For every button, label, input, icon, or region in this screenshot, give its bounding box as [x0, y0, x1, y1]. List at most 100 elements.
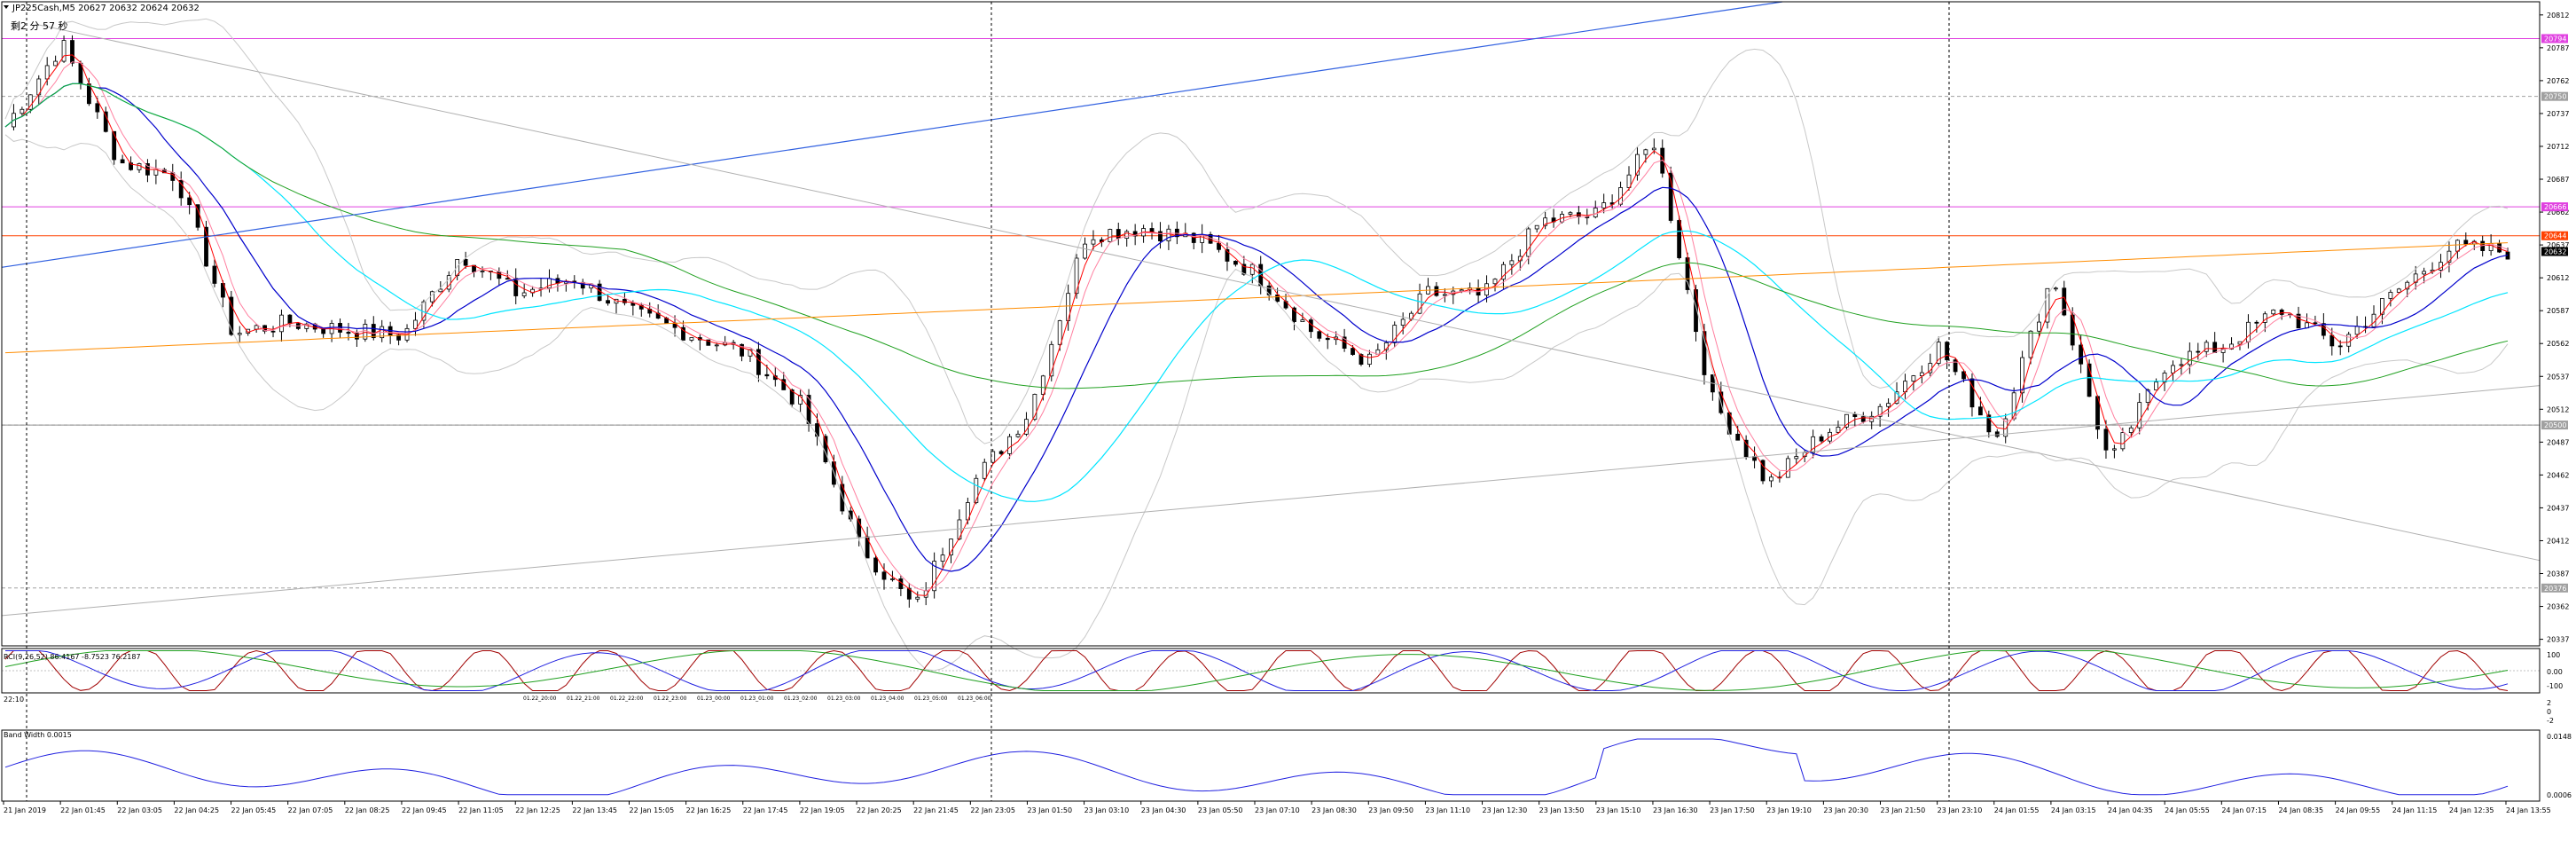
candle-body: [137, 163, 142, 170]
candle-body: [254, 325, 259, 330]
ma-fast-line: [4, 54, 2509, 596]
time-axis-label: 23 Jan 19:10: [1766, 806, 1812, 814]
time-axis-label: 22 Jan 08:25: [345, 806, 390, 814]
candle-body: [1400, 318, 1405, 326]
rci-tick-label: 0.00: [2547, 668, 2563, 676]
candle-body: [2070, 314, 2075, 346]
candle-body: [2212, 342, 2218, 353]
candle-body: [521, 292, 527, 296]
candle-body: [2354, 326, 2360, 335]
ma-blue-line: [4, 83, 2509, 572]
candle-body: [20, 108, 25, 114]
candle-body: [27, 94, 33, 110]
candle-body: [2447, 250, 2452, 263]
candle-body: [2296, 313, 2301, 329]
candle-body: [706, 339, 711, 346]
candle-body: [1083, 243, 1087, 259]
candle-body: [1769, 476, 1773, 482]
grey-down-trendline[interactable]: [35, 23, 2541, 562]
rci-pane-border: [1, 648, 2541, 694]
candle-body: [1392, 325, 1398, 343]
candle-body: [1601, 202, 1607, 208]
candle-body: [622, 298, 627, 303]
candle-body: [2179, 364, 2184, 366]
candle-body: [1626, 174, 1632, 188]
candle-body: [1149, 228, 1155, 232]
price-tick-label: 20712: [2547, 143, 2569, 151]
candle-body: [1852, 413, 1858, 418]
time-axis-label: 23 Jan 15:10: [1596, 806, 1641, 814]
candle-body: [1233, 261, 1238, 265]
level-badge-label: 20644: [2544, 232, 2566, 240]
price-tick-label: 20437: [2547, 504, 2569, 512]
time-axis-label: 22 Jan 16:25: [686, 806, 732, 814]
candle-body: [2045, 287, 2050, 323]
candle-body: [689, 337, 694, 341]
price-tick-label: 20762: [2547, 77, 2569, 85]
candle-body: [1534, 224, 1539, 230]
candle-body: [2396, 288, 2401, 293]
rci-lower-tick-label: 2: [2547, 699, 2551, 707]
time-axis-label: 22 Jan 03:05: [117, 806, 162, 814]
candles-group: [12, 35, 2510, 608]
candle-body: [2145, 389, 2150, 404]
blue-trendline[interactable]: [1, 1, 1783, 268]
candle-body: [1049, 343, 1054, 377]
candle-body: [279, 314, 284, 333]
bandwidth-indicator-pane[interactable]: [4, 738, 2509, 796]
candle-body: [547, 278, 552, 289]
grey-up-trendline[interactable]: [1, 385, 2541, 617]
candle-body: [513, 278, 519, 296]
candle-body: [1836, 427, 1841, 433]
candle-body: [990, 451, 996, 463]
candle-body: [1860, 416, 1866, 422]
candle-body: [1568, 212, 1573, 215]
time-axis-label: 22 Jan 21:45: [913, 806, 959, 814]
bandwidth-tick-label: 0.0006: [2547, 791, 2572, 799]
candle-body: [212, 265, 217, 284]
bandwidth-line: [4, 738, 2509, 796]
candle-body: [1351, 348, 1355, 355]
time-axis-label: 22 Jan 13:45: [572, 806, 617, 814]
candle-body: [1166, 228, 1171, 241]
price-tick-label: 20662: [2547, 208, 2569, 216]
price-tick-label: 20512: [2547, 405, 2569, 413]
candle-body: [949, 539, 953, 555]
candle-body: [1743, 439, 1749, 458]
price-tick-label: 20462: [2547, 471, 2569, 479]
time-axis-label: 24 Jan 11:15: [2392, 806, 2438, 814]
time-axis-label: 22 Jan 04:25: [174, 806, 219, 814]
level-badge-label: 20794: [2544, 35, 2566, 43]
candle-body: [229, 296, 234, 335]
rci-indicator-pane[interactable]: [2, 649, 2540, 692]
candle-body: [2079, 344, 2084, 365]
level-badge: [2541, 34, 2568, 43]
candle-body: [53, 60, 59, 67]
candle-body: [1509, 260, 1515, 265]
time-axis-label: 24 Jan 13:55: [2506, 806, 2551, 814]
candle-body: [497, 271, 502, 279]
ma-orange-line: [4, 242, 2509, 354]
time-axis-label: 24 Jan 12:35: [2449, 806, 2494, 814]
candle-body: [1057, 320, 1062, 345]
candle-body: [1317, 331, 1322, 339]
price-tick-label: 20537: [2547, 373, 2569, 381]
rci-long-line: [4, 650, 2509, 691]
candle-body: [1007, 436, 1012, 454]
candle-body: [974, 477, 979, 503]
dropdown-triangle-icon[interactable]: [4, 5, 9, 9]
candle-body: [1760, 460, 1766, 482]
candle-body: [1618, 187, 1623, 205]
candle-body: [2337, 345, 2343, 348]
time-axis-label: 23 Jan 20:30: [1823, 806, 1868, 814]
ma-cyan-line: [4, 83, 2509, 502]
candle-body: [2463, 240, 2469, 245]
candle-body: [2137, 402, 2142, 428]
symbol-info: JP225Cash,M5 20627 20632 20624 20632: [12, 4, 200, 13]
main-price-pane[interactable]: [1, 1, 2541, 672]
candle-body: [1225, 248, 1230, 262]
time-axis-label: 21 Jan 2019: [4, 806, 46, 814]
